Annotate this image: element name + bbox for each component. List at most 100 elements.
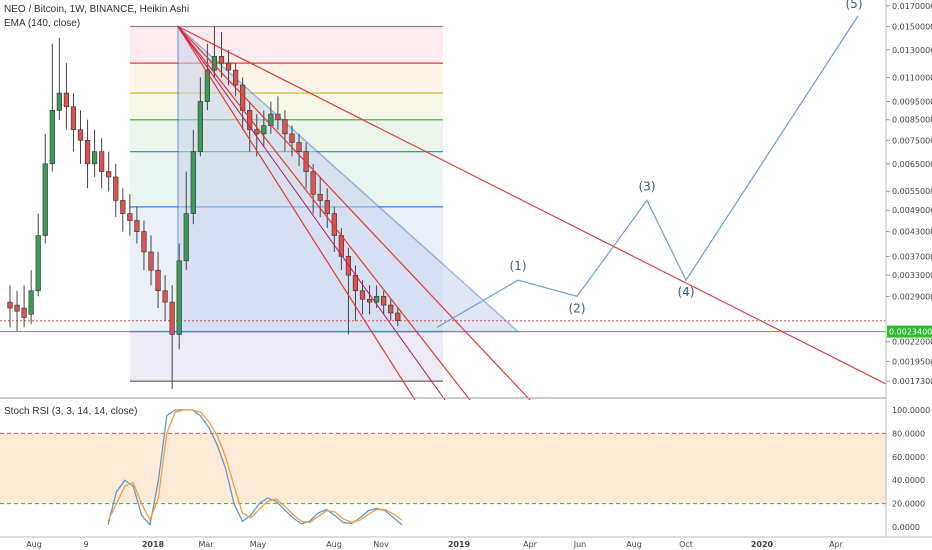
trend-line [177, 26, 446, 401]
candle-body [162, 290, 168, 303]
candle-body [190, 151, 196, 214]
candle-body [176, 260, 182, 335]
price-tick-label: 0.01500000 [892, 22, 932, 31]
candle-body [373, 296, 380, 303]
stoch-tick-label: 0.0000 [892, 523, 920, 532]
price-tick-label: 0.00195000 [892, 358, 932, 367]
time-tick-label: Nov [373, 540, 389, 549]
candle-body [324, 200, 330, 214]
candle-body [99, 151, 105, 172]
wave-label: (4) [678, 285, 695, 299]
candle-body [282, 119, 288, 135]
price-tick-label: 0.00550000 [892, 187, 932, 196]
candle-body [317, 193, 323, 201]
candle-body [92, 151, 98, 165]
trend-line [177, 26, 471, 401]
time-tick-label: Aug [26, 540, 42, 549]
price-tick-label: 0.00173000 [892, 377, 932, 386]
price-badge [887, 325, 932, 338]
time-tick-label: May [250, 540, 267, 549]
candle-body [345, 256, 352, 276]
stoch-rsi-pane: 100.0000 80.0000 60.0000 40.0000 20.0000 0.00… [0, 397, 930, 532]
candle-body [113, 176, 119, 201]
time-tick-label: Aug [326, 540, 342, 549]
candle-body [197, 101, 203, 152]
price-tick-label: 0.01700000 [892, 2, 932, 11]
candle-body [183, 213, 189, 262]
candle-body [395, 312, 401, 322]
time-tick-label: Oct [679, 540, 693, 549]
time-tick-label: Apr [829, 540, 844, 549]
price-badge-label: 0.00234000 [889, 328, 932, 337]
fib-band [130, 26, 443, 64]
candle-body [28, 290, 34, 315]
stoch-rsi-label: Stoch RSI (3, 3, 14, 14, close) [4, 406, 138, 417]
stoch-tick-label: 20.0000 [892, 500, 925, 509]
candle-body [56, 92, 62, 111]
wave-label: (2) [569, 301, 586, 315]
candle-body [14, 304, 20, 312]
candle-body [7, 301, 13, 309]
candle-body [169, 301, 175, 335]
trend-line [177, 26, 416, 401]
candle-body [70, 106, 77, 131]
price-tick-label: 0.00950000 [892, 97, 932, 106]
candle-body [155, 269, 161, 292]
time-tick-label: 2019 [448, 540, 471, 549]
price-tick-label: 0.00220000 [892, 338, 932, 347]
candle-body [49, 110, 55, 165]
wave-projection-line [436, 15, 859, 328]
candle-body [204, 69, 211, 102]
price-tick-label: 0.00330000 [892, 271, 932, 280]
fib-band [130, 63, 443, 94]
stoch-series-line [107, 409, 403, 524]
wave-label: (5) [846, 0, 863, 11]
wave-label: (3) [639, 179, 656, 193]
time-tick-label: Aug [626, 540, 642, 549]
candle-body [247, 110, 253, 131]
candle-body [84, 140, 91, 165]
time-tick-label: Apr [523, 540, 538, 549]
stoch-tick-label: 80.0000 [892, 429, 925, 438]
candle-body [359, 290, 366, 300]
time-tick-label: 2018 [142, 540, 165, 549]
candle-body [21, 307, 27, 318]
candle-body [296, 142, 302, 152]
trend-line [177, 26, 531, 401]
candle-body [106, 171, 112, 178]
fib-band [130, 331, 443, 382]
candle-body [63, 92, 69, 108]
candle-body [254, 129, 260, 135]
price-tick-label: 0.00650000 [892, 160, 932, 169]
symbol-title: NEO / Bitcoin, 1W, BINANCE, Heikin Ashi [4, 4, 190, 15]
candle-body [77, 129, 84, 141]
stoch-tick-label: 100.0000 [892, 406, 930, 415]
stoch-tick-label: 40.0000 [892, 476, 925, 485]
candle-body [366, 298, 373, 303]
price-tick-label: 0.00430000 [892, 228, 932, 237]
candle-body [331, 213, 337, 236]
price-tick-label: 0.00370000 [892, 252, 932, 261]
price-tick-label: 0.00850000 [892, 116, 932, 125]
candle-body [261, 125, 267, 135]
fib-band [130, 93, 443, 120]
candle-body [310, 171, 316, 195]
candle-body [141, 231, 147, 253]
candle-body [388, 304, 394, 314]
price-tick-label: 0.00490000 [892, 206, 932, 215]
price-tick-label: 0.01100000 [892, 73, 932, 82]
time-tick-label: 9 [83, 540, 88, 549]
candle-body [134, 220, 140, 232]
time-tick-label: 2020 [751, 540, 774, 549]
candle-body [127, 213, 133, 221]
stoch-tick-label: 60.0000 [892, 453, 925, 462]
price-tick-label: 0.00750000 [892, 136, 932, 145]
wave-label: (1) [510, 259, 527, 273]
time-tick-label: Mar [198, 540, 214, 549]
price-tick-label: 0.01300000 [892, 46, 932, 55]
time-tick-label: Jun [573, 540, 587, 549]
candle-body [218, 56, 225, 64]
price-tick-label: 0.00290000 [892, 292, 932, 301]
trend-line [177, 25, 887, 385]
